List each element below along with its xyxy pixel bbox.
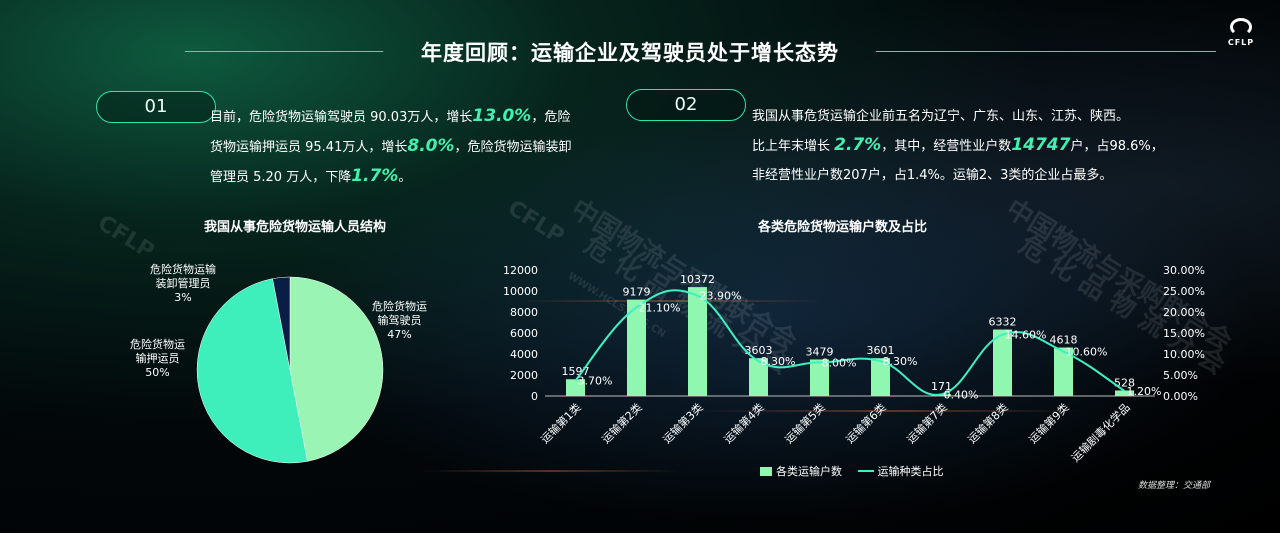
paragraph-text: 比上年末增长 (752, 139, 835, 154)
line-point-label: 1.20% (1127, 385, 1162, 398)
bar (749, 358, 768, 396)
bar-value-label: 3479 (806, 345, 834, 358)
y2-tick-label: 15.00% (1163, 327, 1205, 340)
x-tick-label: 运输第7类 (904, 400, 950, 446)
y-tick-label: 2000 (510, 369, 538, 382)
paragraph-text: ，危险 (531, 110, 571, 125)
line-point-label: 3.70% (578, 374, 613, 387)
paragraph-text: 我国从事危货运输企业前五名为辽宁、广东、山东、江苏、陕西。 (752, 109, 1130, 124)
y2-tick-label: 20.00% (1163, 306, 1205, 319)
light-streak (520, 300, 820, 302)
paragraph-text: 货物运输押运员 95.41万人，增长 (210, 140, 408, 155)
bar-value-label: 1597 (562, 365, 590, 378)
line-point-label: 8.30% (883, 355, 918, 368)
x-tick-label: 运输第2类 (599, 400, 645, 446)
section-02-text: 我国从事危货运输企业前五名为辽宁、广东、山东、江苏、陕西。 比上年末增长 2.7%… (752, 102, 1172, 190)
pie-slice (272, 276, 291, 371)
highlight-value: 1.7% (351, 166, 399, 186)
x-tick-label: 运输剧毒化学品 (1068, 400, 1132, 464)
bar (1115, 390, 1134, 396)
paragraph-text: ，其中，经营性业户数 (881, 139, 1012, 154)
header: 年度回顾：运输企业及驾驶员处于增长态势 (0, 34, 1280, 68)
line-point-label: 10.60% (1066, 345, 1108, 358)
paragraph-text: 。 (398, 170, 412, 185)
section-number-02: 02 (626, 89, 746, 121)
line-series (574, 289, 1126, 396)
x-tick-label: 运输第6类 (843, 400, 889, 446)
y2-tick-label: 25.00% (1163, 285, 1205, 298)
x-tick-label: 运输第3类 (660, 400, 706, 446)
pie-label-drivers: 危险货物运 输驾驶员 47% (372, 300, 427, 341)
bar (688, 287, 707, 396)
bar (627, 299, 646, 396)
section-01-text: 目前，危险货物运输驾驶员 90.03万人，增长13.0%，危险货物运输押运员 9… (210, 102, 590, 192)
title-divider-right (876, 51, 1216, 52)
y2-tick-label: 0.00% (1163, 390, 1198, 403)
light-streak (420, 470, 680, 472)
x-tick-label: 运输第1类 (538, 400, 584, 446)
pie-label-escorts: 危险货物运 输押运员 50% (130, 338, 185, 379)
source-note: 数据整理：交通部 (1138, 481, 1211, 491)
cflp-logo: CFLP (1226, 18, 1256, 47)
light-streak (700, 410, 1080, 412)
bar (993, 329, 1012, 396)
pie-slice (196, 278, 308, 464)
logo-text: CFLP (1227, 38, 1255, 47)
bar-value-label: 3601 (867, 344, 895, 357)
y-tick-label: 8000 (510, 306, 538, 319)
page-title: 年度回顾：运输企业及驾驶员处于增长态势 (421, 41, 839, 65)
bar (871, 358, 890, 396)
y-tick-label: 0 (531, 390, 538, 403)
paragraph-text: 目前，危险货物运输驾驶员 90.03万人，增长 (210, 110, 473, 125)
y-tick-label: 4000 (510, 348, 538, 361)
legend-line-label: 运输种类占比 (877, 465, 944, 478)
paragraph-text: 户，占98.6%， (1070, 139, 1164, 154)
bar-value-label: 3603 (745, 344, 773, 357)
pie-slice (289, 276, 384, 462)
pie-chart (196, 276, 384, 464)
chart-legend: 各类运输户数 运输种类占比 (760, 463, 944, 479)
bar-value-label: 9179 (623, 286, 651, 299)
line-point-label: 0.40% (944, 388, 979, 401)
bar-value-label: 4618 (1050, 334, 1078, 347)
bar-value-label: 6332 (989, 316, 1017, 329)
title-divider-left (185, 51, 383, 52)
highlight-value: 8.0% (407, 136, 455, 156)
highlight-value: 14747 (1011, 135, 1071, 155)
line-point-label: 14.60% (1005, 329, 1047, 342)
line-point-label: 8.30% (761, 355, 796, 368)
bar-value-label: 171 (931, 380, 952, 393)
pie-chart-title: 我国从事危险货物运输人员结构 (204, 220, 387, 235)
line-point-label: 23.90% (700, 290, 742, 303)
bar (1054, 347, 1073, 396)
x-tick-label: 运输第8类 (965, 400, 1011, 446)
paragraph-text: 非经营性业户数207户，占1.4%。运输2、3类的企业占最多。 (752, 168, 1113, 183)
logo-icon (1230, 18, 1252, 36)
y2-tick-label: 5.00% (1163, 369, 1198, 382)
highlight-value: 13.0% (472, 106, 532, 126)
bar-value-label: 10372 (680, 273, 715, 286)
y-tick-label: 12000 (503, 264, 538, 277)
bar (566, 379, 585, 396)
x-tick-label: 运输第9类 (1026, 400, 1072, 446)
pie-label-handlers: 危险货物运输 装卸管理员 3% (150, 263, 216, 304)
line-point-label: 21.10% (639, 301, 681, 314)
highlight-value: 2.7% (834, 135, 882, 155)
bar-chart-title: 各类危险货物运输户数及占比 (758, 220, 928, 235)
paragraph-text: ，危险货物运输装卸 (454, 140, 572, 155)
bar (810, 359, 829, 396)
line-point-label: 8.00% (822, 356, 857, 369)
legend-bar-swatch (760, 467, 772, 476)
x-tick-label: 运输第4类 (721, 400, 767, 446)
legend-line-swatch (857, 470, 874, 472)
x-tick-label: 运输第5类 (782, 400, 828, 446)
paragraph-text: 管理员 5.20 万人，下降 (210, 170, 352, 185)
y2-tick-label: 10.00% (1163, 348, 1205, 361)
legend-bar-label: 各类运输户数 (776, 465, 842, 478)
y-tick-label: 6000 (510, 327, 538, 340)
y2-tick-label: 30.00% (1163, 264, 1205, 277)
section-number-01: 01 (96, 91, 216, 123)
y-tick-label: 10000 (503, 285, 538, 298)
